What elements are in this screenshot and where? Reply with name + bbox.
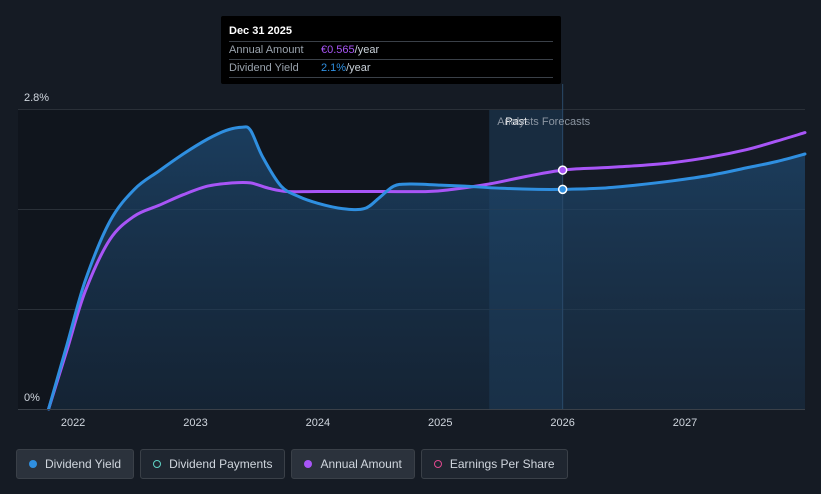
- legend-dividend-yield[interactable]: Dividend Yield: [16, 449, 135, 479]
- tooltip-date: Dec 31 2025: [229, 24, 553, 42]
- legend-annual-amount[interactable]: Annual Amount: [291, 449, 415, 479]
- dividend-yield-marker[interactable]: [557, 184, 568, 195]
- legend-label: Dividend Payments: [169, 457, 273, 471]
- dividend-yield-line[interactable]: [47, 125, 807, 411]
- x-tick-label: 2022: [61, 417, 85, 429]
- tooltip-value: 2.1%: [321, 62, 347, 74]
- tooltip-value: €0.565: [321, 44, 355, 56]
- x-tick-label: 2023: [183, 417, 207, 429]
- x-tick-label: 2026: [550, 417, 574, 429]
- tooltip-row-annual-amount: Annual Amount €0.565/year: [229, 42, 553, 60]
- legend-earnings-per-share[interactable]: Earnings Per Share: [420, 449, 568, 479]
- y-tick-label: 0%: [24, 392, 40, 404]
- tooltip-label: Annual Amount: [229, 44, 304, 56]
- x-tick-label: 2025: [428, 417, 452, 429]
- forecast-region-label: Analysts Forecasts: [497, 116, 590, 128]
- dividend-yield-area: [48, 126, 806, 409]
- legend-label: Earnings Per Share: [449, 457, 555, 471]
- x-tick-label: 2027: [673, 417, 697, 429]
- annual-amount-marker[interactable]: [557, 165, 568, 175]
- tooltip-label: Dividend Yield: [229, 62, 299, 74]
- annual-amount-line[interactable]: [47, 131, 807, 411]
- earnings-per-share-ring-icon: [433, 460, 442, 468]
- legend-dividend-payments[interactable]: Dividend Payments: [140, 449, 286, 479]
- y-tick-label: 2.8%: [24, 92, 49, 104]
- dividend-payments-ring-icon: [153, 460, 162, 468]
- tooltip-unit: /year: [346, 62, 371, 74]
- dividend-yield-dot-icon: [29, 460, 37, 468]
- annual-amount-dot-icon: [304, 460, 313, 468]
- tooltip: Dec 31 2025 Annual Amount €0.565/year Div…: [221, 16, 561, 84]
- legend: Dividend Yield Dividend Payments Annual …: [16, 449, 568, 481]
- tooltip-row-dividend-yield: Dividend Yield 2.1%/year: [229, 60, 553, 78]
- legend-label: Annual Amount: [320, 457, 402, 471]
- past-region-label: Past: [505, 116, 527, 128]
- x-tick-label: 2024: [306, 417, 330, 429]
- legend-label: Dividend Yield: [45, 457, 122, 471]
- tooltip-unit: /year: [354, 44, 380, 56]
